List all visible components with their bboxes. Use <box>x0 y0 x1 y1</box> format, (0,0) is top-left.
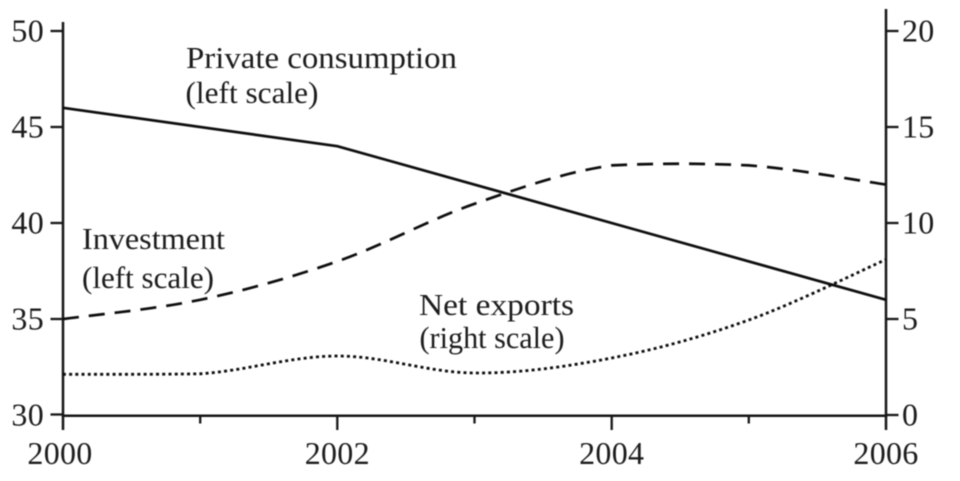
svg-text:Net exports: Net exports <box>419 287 574 322</box>
svg-text:Investment: Investment <box>82 221 225 256</box>
svg-text:20: 20 <box>902 13 935 49</box>
svg-text:2000: 2000 <box>27 435 92 471</box>
svg-text:(right scale): (right scale) <box>420 320 565 355</box>
svg-text:Private consumption: Private consumption <box>186 40 458 75</box>
svg-text:5: 5 <box>902 301 918 337</box>
svg-text:15: 15 <box>902 109 935 145</box>
svg-text:0: 0 <box>902 397 918 433</box>
svg-text:30: 30 <box>11 397 44 433</box>
svg-text:2004: 2004 <box>579 435 644 471</box>
svg-text:45: 45 <box>11 109 44 145</box>
svg-text:(left scale): (left scale) <box>186 75 319 110</box>
svg-text:10: 10 <box>902 205 935 241</box>
svg-text:2002: 2002 <box>305 435 370 471</box>
svg-text:35: 35 <box>11 301 44 337</box>
svg-text:2006: 2006 <box>853 435 918 471</box>
svg-text:50: 50 <box>11 13 44 49</box>
svg-text:40: 40 <box>11 205 44 241</box>
svg-text:(left scale): (left scale) <box>82 260 214 295</box>
